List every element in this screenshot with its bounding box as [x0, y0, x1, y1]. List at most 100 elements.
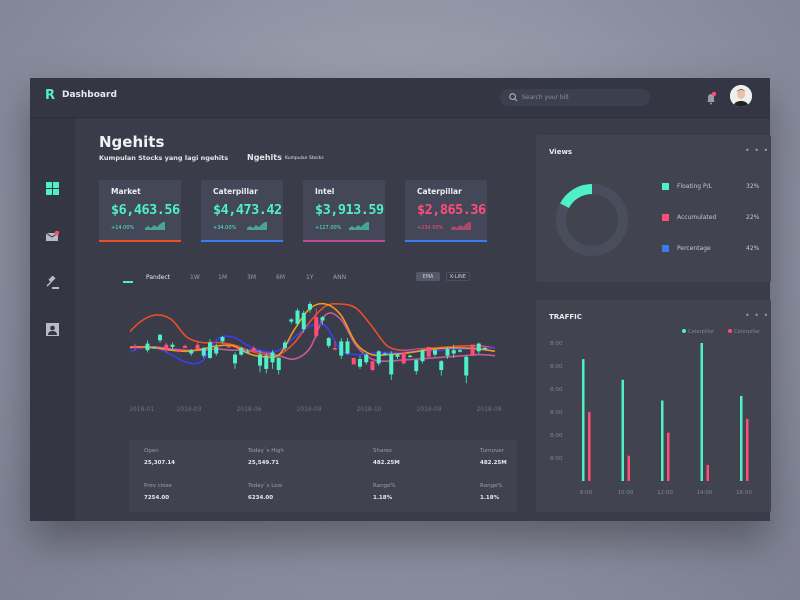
dashboard-window: R Dashboard Search your bill Ngehits Kum…	[30, 78, 771, 521]
stock-name: Market	[111, 187, 141, 196]
bell-icon[interactable]	[705, 91, 717, 105]
stat-value: 482.25M	[480, 460, 507, 466]
traffic-bar	[627, 455, 630, 481]
ema-line	[130, 312, 496, 363]
legend-dot	[682, 329, 686, 333]
stat-value: 25,549.71	[248, 460, 279, 466]
legend-swatch	[662, 214, 669, 221]
candle	[270, 350, 275, 369]
candle	[351, 357, 356, 365]
gavel-icon[interactable]	[46, 276, 59, 289]
x-tick-label: 10:00	[618, 490, 634, 496]
views-panel: Views • • • Floating P/L 32% Accumulated 22…	[536, 135, 771, 282]
candle	[420, 349, 425, 364]
x-tick-label: 16:00	[736, 490, 752, 496]
tag-title: Ngehits	[247, 153, 282, 162]
sparkline-icon	[451, 222, 471, 230]
stock-card[interactable]: Caterpillar $2,865.36 +234.00%	[405, 180, 487, 242]
traffic-bar	[661, 400, 664, 481]
y-tick-label: 8:00	[550, 364, 563, 370]
sparkline-icon	[349, 222, 369, 230]
traffic-bar	[582, 359, 585, 481]
mail-icon[interactable]	[46, 230, 59, 243]
traffic-title: TRAFFIC	[549, 313, 582, 321]
avatar[interactable]	[730, 85, 752, 107]
legend-value: 22%	[746, 214, 760, 221]
candle	[164, 342, 169, 353]
tab-1m[interactable]: 1M	[218, 274, 227, 281]
candlestick-chart: 2018-01 2018-03 2018-06 2018-09 2018-10 2018-…	[130, 301, 502, 413]
search-input[interactable]: Search your bill	[500, 89, 650, 106]
candle	[395, 353, 400, 359]
stock-value: $3,913.59	[315, 202, 384, 218]
candle	[183, 344, 187, 348]
sidebar	[30, 118, 75, 521]
stock-change: +14.00%	[111, 225, 135, 231]
candle	[276, 356, 281, 375]
stock-name: Intel	[315, 187, 335, 196]
kline-button[interactable]: K-LINE	[446, 272, 470, 281]
stat-label: Turnover	[480, 448, 504, 454]
contact-icon[interactable]	[46, 323, 59, 336]
stat-label: Range%	[373, 483, 396, 489]
stat-label: Today`s Low	[248, 483, 283, 489]
logo[interactable]: R	[45, 88, 56, 103]
app-title: Dashboard	[62, 90, 117, 100]
stock-value: $2,865.36	[417, 202, 486, 218]
candle	[214, 343, 219, 356]
traffic-bar	[667, 432, 670, 481]
candle	[326, 337, 331, 348]
x-tick-label: 2018-01	[130, 406, 154, 413]
views-title: Views	[549, 148, 573, 156]
candle	[333, 341, 337, 351]
candle	[226, 344, 231, 348]
stock-card[interactable]: Intel $3,913.59 +127.00%	[303, 180, 385, 242]
candle	[445, 346, 450, 359]
stock-card[interactable]: Caterpillar $4,473.42 +34.00%	[201, 180, 283, 242]
candle	[220, 335, 225, 344]
candle	[289, 318, 294, 324]
candle	[233, 352, 237, 369]
candle	[201, 346, 206, 358]
x-tick-label: 14:00	[697, 490, 713, 496]
legend-label: Accumulated	[677, 214, 717, 221]
legend-swatch	[662, 183, 669, 190]
page-subtitle: Kumpulan Stocks yang lagi ngehits	[99, 154, 229, 162]
stat-label: Today`s High	[248, 448, 284, 454]
traffic-bar	[746, 418, 749, 481]
tab-1y[interactable]: 1Y	[306, 274, 314, 281]
traffic-bar	[700, 343, 703, 481]
tab-pandect[interactable]: Pandect	[146, 274, 170, 281]
candle	[158, 333, 162, 343]
tab-1w[interactable]: 1W	[190, 274, 200, 281]
stat-value: 6234.00	[248, 495, 274, 501]
candle	[358, 355, 362, 369]
legend-value: 32%	[746, 183, 760, 190]
grid-icon[interactable]	[46, 182, 59, 195]
ema-button[interactable]: EMA	[416, 272, 440, 281]
tab-3m[interactable]: 3M	[247, 274, 256, 281]
views-more-button[interactable]: • • •	[745, 146, 770, 155]
candle	[189, 349, 194, 356]
candle	[295, 308, 300, 326]
legend-dot	[728, 329, 732, 333]
legend-value: 42%	[746, 245, 760, 252]
traffic-more-button[interactable]: • • •	[745, 311, 770, 320]
search-icon	[509, 93, 518, 102]
stock-card[interactable]: Market $6,463.56 +14.00%	[99, 180, 181, 242]
sparkline-icon	[247, 222, 267, 230]
views-donut-chart	[556, 184, 628, 256]
candle	[451, 344, 456, 358]
tag-subtitle: Kumpulan Stocks	[285, 156, 324, 161]
header: R Dashboard Search your bill	[30, 78, 770, 118]
tab-ann[interactable]: ANN	[333, 274, 347, 281]
tab-6m[interactable]: 6M	[276, 274, 285, 281]
card-accent-bar	[99, 240, 181, 242]
traffic-bar	[740, 395, 743, 481]
stat-value: 1.18%	[373, 495, 393, 501]
card-accent-bar	[405, 240, 487, 242]
stats-panel: Open 25,307.14 Today`s High 25,549.71 Shares…	[129, 440, 517, 512]
y-tick-label: 8:00	[550, 341, 563, 347]
y-tick-label: 8:00	[550, 433, 563, 439]
stat-label: Prev close	[144, 483, 172, 489]
